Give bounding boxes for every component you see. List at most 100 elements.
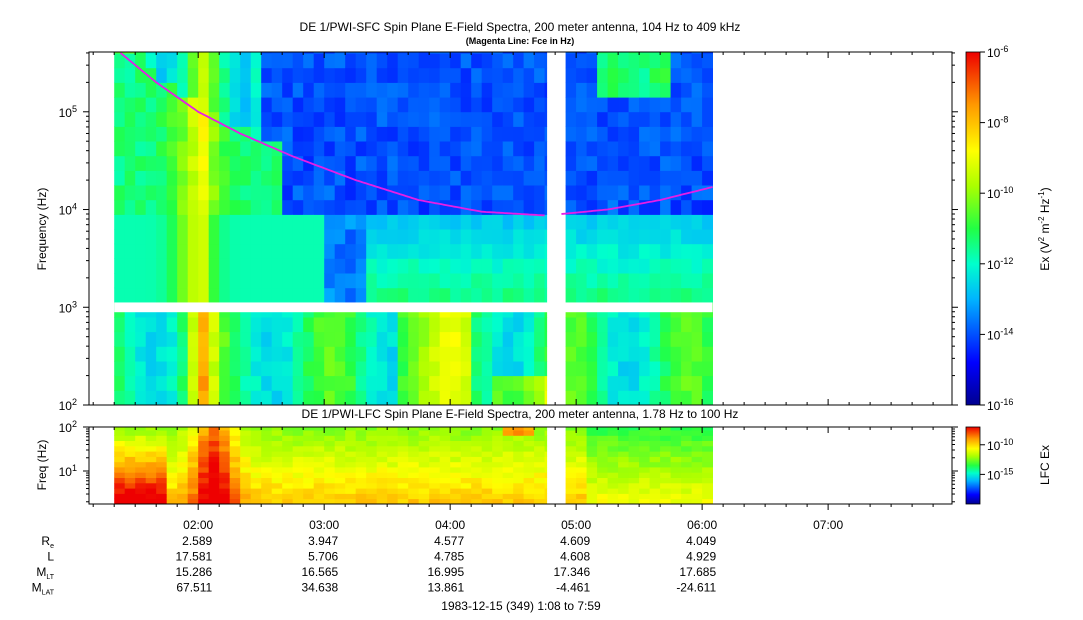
lfc-cell	[628, 430, 640, 436]
sfc-cell	[429, 346, 441, 362]
sfc-cell	[282, 258, 294, 274]
sfc-cell	[334, 375, 346, 391]
sfc-cell	[303, 52, 315, 54]
sfc-cell	[597, 67, 608, 83]
sfc-cell	[366, 97, 378, 113]
lfc-cell	[376, 467, 388, 473]
lfc-cell	[534, 440, 545, 447]
lfc-cell	[208, 461, 220, 468]
lfc-cell	[376, 430, 388, 436]
lfc-cell	[187, 456, 199, 463]
sfc-cell	[502, 141, 514, 157]
sfc-cell	[702, 82, 713, 98]
lfc-cell	[366, 477, 378, 484]
sfc-cell	[576, 331, 587, 347]
sfc-cell	[166, 390, 178, 405]
sfc-cell	[439, 214, 451, 230]
sfc-cell	[544, 317, 548, 333]
sfc-cell	[681, 170, 692, 186]
lfc-cell	[250, 498, 262, 504]
sfc-cell	[387, 170, 399, 186]
sfc-cell	[576, 317, 587, 333]
sfc-cell	[576, 126, 587, 142]
sfc-cell	[145, 53, 157, 69]
sfc-cell	[282, 229, 294, 245]
lfc-cell	[597, 456, 608, 463]
sfc-cell	[324, 258, 336, 274]
sfc-cell	[565, 375, 577, 391]
sfc-cell	[492, 126, 504, 142]
sfc-cell	[544, 170, 548, 186]
lfc-cell	[660, 445, 671, 452]
lfc-cell	[229, 467, 241, 473]
sfc-cell	[429, 390, 441, 405]
sfc-cell	[460, 97, 472, 113]
lfc-cell	[513, 493, 525, 500]
sfc-cell	[355, 82, 367, 98]
lfc-cell	[156, 451, 168, 457]
sfc-cell	[345, 155, 357, 171]
sfc-cell	[166, 375, 178, 391]
sfc-cell	[145, 317, 157, 333]
sfc-cell	[250, 375, 262, 391]
lfc-cell	[229, 493, 241, 500]
sfc-cell	[366, 141, 378, 157]
sfc-cell	[439, 82, 451, 98]
sfc-cell	[492, 111, 504, 127]
sfc-cell	[376, 155, 388, 171]
sfc-cell	[166, 170, 178, 186]
sfc-cell	[271, 346, 283, 362]
sfc-cell	[597, 214, 608, 230]
lfc-cell	[229, 461, 241, 468]
lfc-cell	[492, 440, 504, 447]
sfc-cell	[639, 141, 650, 157]
lfc-cell	[114, 435, 126, 441]
sfc-cell	[691, 243, 703, 259]
lfc-cell	[156, 482, 168, 489]
sfc-cell	[240, 82, 252, 98]
lfc-cell	[691, 477, 703, 484]
lfc-cell	[523, 427, 535, 431]
lfc-cell	[429, 482, 441, 489]
lfc-cell	[523, 456, 535, 463]
sfc-cell	[397, 229, 409, 245]
sfc-cell	[450, 287, 462, 303]
figure-subtitle: (Magenta Line: Fce in Hz)	[466, 36, 575, 46]
sfc-cell	[408, 243, 420, 259]
sfc-cell	[418, 287, 430, 303]
lfc-cell	[114, 461, 126, 468]
sfc-cell	[460, 243, 472, 259]
lfc-cell	[292, 451, 304, 457]
sfc-cell	[355, 243, 367, 259]
lfc-cell	[565, 430, 577, 436]
sfc-cell	[418, 390, 430, 405]
sfc-cell	[691, 273, 703, 289]
sfc-cell	[670, 97, 682, 113]
sfc-cell	[418, 53, 430, 69]
lfc-cell	[240, 440, 252, 447]
sfc-cell	[660, 111, 671, 127]
sfc-cell	[114, 331, 126, 347]
lfc-cell	[366, 430, 378, 436]
sfc-cell	[397, 273, 409, 289]
lfc-cell	[324, 472, 336, 478]
sfc-cell	[387, 287, 399, 303]
sfc-cell	[702, 390, 713, 405]
sfc-cell	[618, 67, 629, 83]
sfc-cell	[366, 126, 378, 142]
sfc-cell	[334, 67, 346, 83]
lfc-cell	[292, 445, 304, 452]
sfc-cell	[145, 390, 157, 405]
lfc-cell	[282, 461, 294, 468]
lfc-cell	[166, 498, 178, 504]
lfc-cell	[397, 482, 409, 489]
sfc-cell	[219, 199, 231, 215]
lfc-cell	[366, 488, 378, 494]
lfc-cell	[366, 467, 378, 473]
lfc-cell	[628, 440, 640, 447]
lfc-cell	[355, 477, 367, 484]
sfc-cell	[639, 214, 650, 230]
sfc-cell	[334, 346, 346, 362]
sfc-cell	[303, 258, 315, 274]
sfc-cell	[597, 53, 608, 69]
